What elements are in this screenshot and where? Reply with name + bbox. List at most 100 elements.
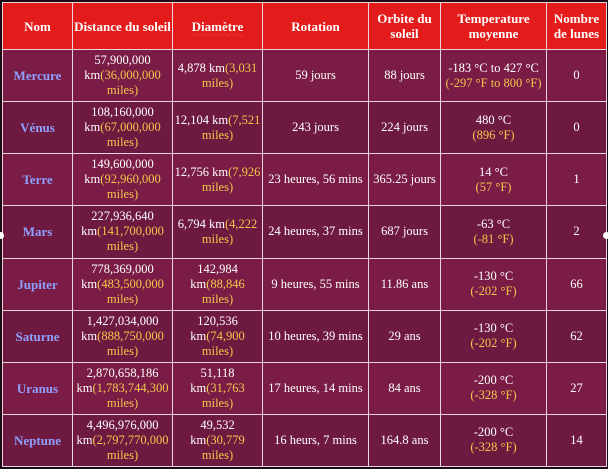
- orbit-cell: 88 jours: [368, 48, 441, 103]
- header-diameter-label: Diamètre: [191, 18, 244, 34]
- header-temperature: Temperature moyenne: [440, 2, 547, 50]
- rotation-cell: 17 heures, 14 mins: [262, 361, 369, 415]
- table-row: Mars 227,936,640 km(141,700,000 miles) 6,7…: [2, 205, 607, 259]
- moons-cell: 1: [546, 153, 607, 207]
- diameter-km: 12,756 km: [174, 164, 229, 179]
- temperature-celsius: -183 °C to 427 °C: [448, 60, 539, 75]
- header-moons: Nombre de lunes: [546, 2, 607, 50]
- planet-name: Mercure: [2, 48, 73, 103]
- table-row: Neptune 4,496,976,000 km(2,797,770,000 mi…: [2, 413, 607, 468]
- distance-cell: 4,496,976,000 km(2,797,770,000 miles): [72, 413, 173, 468]
- temperature-fahrenheit: (-328 °F): [470, 440, 517, 455]
- distance-km: 4,496,976,000 km: [76, 417, 159, 447]
- moons-cell: 0: [546, 48, 607, 103]
- diameter-cell: 12,104 km(7,521 miles): [172, 101, 263, 155]
- moons-cell: 27: [546, 361, 607, 415]
- table-row: Uranus 2,870,658,186 km(1,783,744,300 mil…: [2, 361, 607, 415]
- header-diameter: Diamètre: [172, 2, 263, 50]
- distance-km: 227,936,640 km: [81, 209, 154, 239]
- distance-miles: (67,000,000 miles): [100, 120, 161, 150]
- orbit-cell: 224 jours: [368, 101, 441, 155]
- orbit-cell: 687 jours: [368, 205, 441, 259]
- diameter-miles: (88,846 miles): [201, 276, 245, 306]
- diameter-km: 142,984 km: [190, 261, 238, 291]
- temperature-fahrenheit: (-328 °F): [470, 388, 517, 403]
- resize-handle-left[interactable]: [0, 232, 4, 239]
- diameter-km: 51,118 km: [190, 365, 235, 395]
- rotation-cell: 59 jours: [262, 48, 369, 103]
- resize-handle-right[interactable]: [603, 232, 608, 239]
- diameter-miles: (31,763 miles): [201, 380, 245, 410]
- distance-km: 778,369,000 km: [81, 261, 154, 291]
- temperature-fahrenheit: (-202 °F): [470, 284, 517, 299]
- temperature-cell: -63 °C (-81 °F): [440, 205, 547, 259]
- distance-cell: 2,870,658,186 km(1,783,744,300 miles): [72, 361, 173, 415]
- diameter-miles: (3,031 miles): [201, 60, 258, 90]
- rotation-cell: 10 heures, 39 mins: [262, 309, 369, 363]
- temperature-celsius: -130 °C: [473, 269, 514, 284]
- header-orbit: Orbite du soleil: [368, 2, 441, 50]
- orbit-cell: 29 ans: [368, 309, 441, 363]
- orbit-cell: 365.25 jours: [368, 153, 441, 207]
- rotation-cell: 16 heurs, 7 mins: [262, 413, 369, 468]
- temperature-cell: -130 °C (-202 °F): [440, 309, 547, 363]
- distance-cell: 227,936,640 km(141,700,000 miles): [72, 205, 173, 259]
- moons-cell: 66: [546, 257, 607, 311]
- temperature-cell: -183 °C to 427 °C (-297 °F to 800 °F): [440, 48, 547, 103]
- diameter-km: 6,794 km: [177, 216, 225, 231]
- table-row: Vénus 108,160,000 km(67,000,000 miles) 12,…: [2, 101, 607, 155]
- distance-cell: 108,160,000 km(67,000,000 miles): [72, 101, 173, 155]
- temperature-celsius: -130 °C: [473, 321, 514, 336]
- moons-cell: 2: [546, 205, 607, 259]
- planet-name: Saturne: [2, 309, 73, 363]
- temperature-celsius: 14 °C: [479, 164, 508, 179]
- temperature-celsius: -63 °C: [476, 216, 511, 231]
- moons-cell: 0: [546, 101, 607, 155]
- temperature-cell: 14 °C (57 °F): [440, 153, 547, 207]
- table-row: Jupiter 778,369,000 km(483,500,000 miles)…: [2, 257, 607, 311]
- table-row: Saturne 1,427,034,000 km(888,750,000 mile…: [2, 309, 607, 363]
- diameter-cell: 4,878 km(3,031 miles): [172, 48, 263, 103]
- temperature-celsius: -200 °C: [473, 425, 514, 440]
- planet-name: Terre: [2, 153, 73, 207]
- diameter-cell: 142,984 km(88,846 miles): [172, 257, 263, 311]
- distance-km: 108,160,000 km: [84, 105, 154, 135]
- rotation-cell: 243 jours: [262, 101, 369, 155]
- planet-name: Uranus: [2, 361, 73, 415]
- temperature-celsius: 480 °C: [475, 112, 512, 127]
- orbit-cell: 84 ans: [368, 361, 441, 415]
- temperature-cell: -130 °C (-202 °F): [440, 257, 547, 311]
- diameter-km: 4,878 km: [177, 60, 225, 75]
- table-body: Mercure 57,900,000 km(36,000,000 miles) 4,…: [2, 48, 607, 468]
- orbit-cell: 164.8 ans: [368, 413, 441, 468]
- distance-km: 149,600,000 km: [84, 157, 154, 187]
- diameter-cell: 51,118 km(31,763 miles): [172, 361, 263, 415]
- temperature-fahrenheit: (896 °F): [472, 127, 515, 142]
- temperature-cell: -200 °C (-328 °F): [440, 361, 547, 415]
- diameter-km: 120,536 km: [190, 313, 238, 343]
- distance-miles: (92,960,000 miles): [100, 172, 161, 202]
- rotation-cell: 9 heures, 55 mins: [262, 257, 369, 311]
- orbit-cell: 11.86 ans: [368, 257, 441, 311]
- diameter-cell: 12,756 km(7,926 miles): [172, 153, 263, 207]
- planet-name: Vénus: [2, 101, 73, 155]
- diameter-miles: (30,779 miles): [201, 432, 245, 462]
- moons-cell: 14: [546, 413, 607, 468]
- distance-cell: 57,900,000 km(36,000,000 miles): [72, 48, 173, 103]
- table-row: Mercure 57,900,000 km(36,000,000 miles) 4,…: [2, 48, 607, 103]
- distance-km: 1,427,034,000 km: [81, 313, 159, 343]
- distance-cell: 1,427,034,000 km(888,750,000 miles): [72, 309, 173, 363]
- distance-miles: (2,797,770,000 miles): [92, 432, 169, 462]
- table-row: Terre 149,600,000 km(92,960,000 miles) 12,…: [2, 153, 607, 207]
- diameter-miles: (7,521 miles): [201, 112, 261, 142]
- distance-miles: (1,783,744,300 miles): [92, 380, 169, 410]
- diameter-miles: (74,900 miles): [201, 328, 245, 358]
- distance-miles: (888,750,000 miles): [97, 328, 164, 358]
- diameter-miles: (4,222 miles): [201, 216, 258, 246]
- header-rotation: Rotation: [262, 2, 369, 50]
- diameter-miles: (7,926 miles): [201, 164, 261, 194]
- distance-cell: 778,369,000 km(483,500,000 miles): [72, 257, 173, 311]
- distance-cell: 149,600,000 km(92,960,000 miles): [72, 153, 173, 207]
- temperature-cell: -200 °C (-328 °F): [440, 413, 547, 468]
